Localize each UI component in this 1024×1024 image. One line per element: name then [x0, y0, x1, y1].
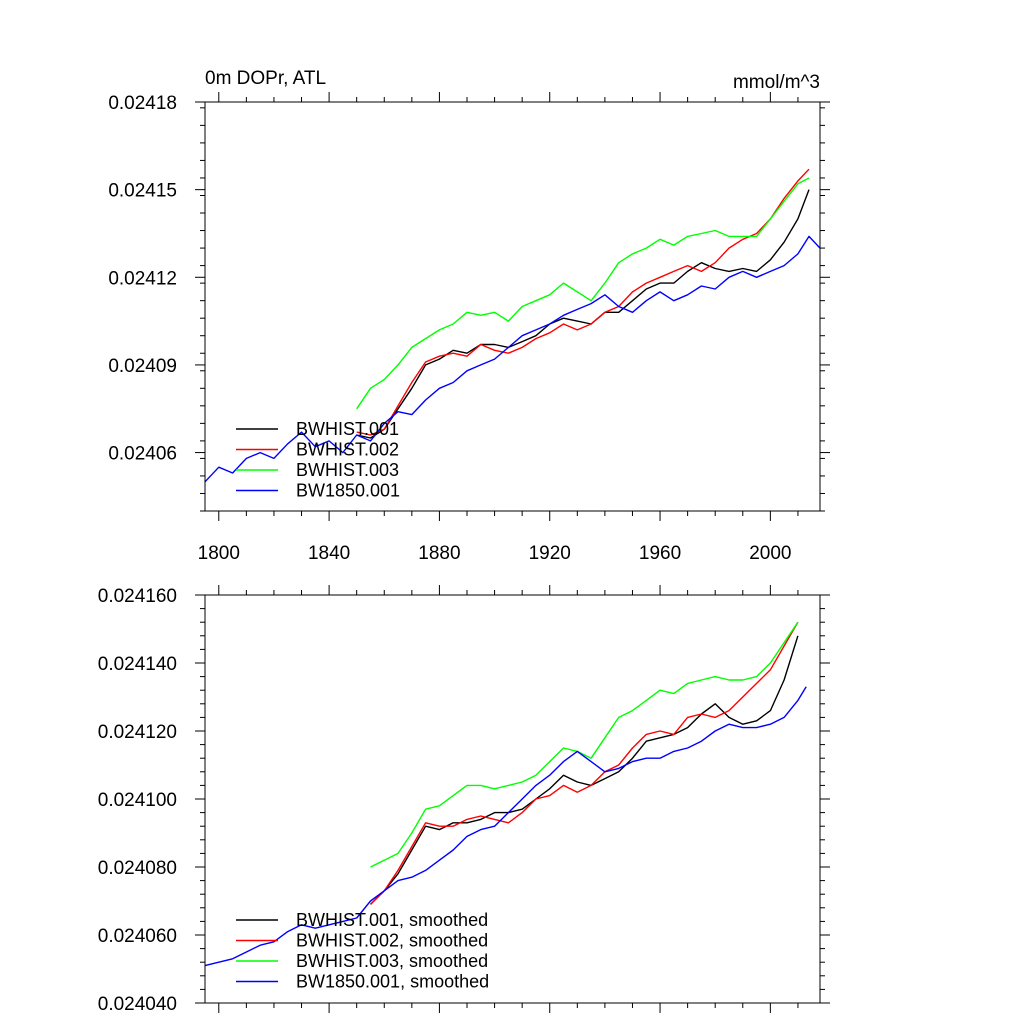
- top-y-tick-label: 0.02406: [108, 444, 177, 465]
- bottom-series-bwhist-001-smoothed: [370, 635, 799, 905]
- bottom-series-bw1850-001-smoothed: [204, 686, 807, 967]
- bottom-plot-frame: [204, 594, 821, 1004]
- bottom-legend-label-bwhist-003-smoothed: BWHIST.003, smoothed: [296, 951, 488, 971]
- bottom-legend-label-bwhist-002-smoothed: BWHIST.002, smoothed: [296, 931, 488, 951]
- top-series-bwhist-002: [356, 168, 810, 436]
- top-y-tick-label: 0.02418: [108, 93, 177, 114]
- top-y-tick-label: 0.02412: [108, 268, 177, 289]
- bottom-y-tick-label: 0.024120: [98, 722, 177, 743]
- bottom-y-tick-label: 0.024060: [98, 926, 177, 947]
- bottom-y-tick-label: 0.024160: [98, 586, 177, 607]
- top-x-tick-label: 1880: [418, 543, 460, 564]
- bottom-y-tick-label: 0.024100: [98, 790, 177, 811]
- top-x-tick-label: 2000: [749, 543, 791, 564]
- bottom-legend-label-bwhist-001-smoothed: BWHIST.001, smoothed: [296, 910, 488, 930]
- bottom-series-bwhist-002-smoothed: [370, 621, 799, 905]
- top-series-bw1850-001: [204, 235, 821, 483]
- top-legend-label-bwhist-001: BWHIST.001: [296, 419, 399, 439]
- top-title-left: 0m DOPr, ATL: [205, 68, 326, 89]
- top-x-tick-label: 1840: [308, 543, 350, 564]
- bottom-legend-label-bw1850-001-smoothed: BW1850.001, smoothed: [296, 972, 489, 992]
- bottom-y-tick-label: 0.024080: [98, 858, 177, 879]
- bottom-y-tick-label: 0.024040: [98, 994, 177, 1015]
- top-legend-label-bw1850-001: BW1850.001: [296, 481, 400, 501]
- top-x-tick-label: 1800: [198, 543, 240, 564]
- top-plot-frame: [204, 101, 821, 512]
- top-y-tick-label: 0.02409: [108, 356, 177, 377]
- top-panel: 0m DOPr, ATL mmol/m^3 1800 1840 1880 1920 19…: [108, 68, 830, 564]
- bottom-series-bwhist-003-smoothed: [370, 621, 799, 868]
- top-legend-label-bwhist-002: BWHIST.002: [296, 440, 399, 460]
- bottom-panel: 0.024040 0.024060 0.024080 0.024100 0.024120…: [98, 585, 830, 1015]
- top-series-bwhist-001: [356, 189, 810, 439]
- top-legend-label-bwhist-003: BWHIST.003: [296, 460, 399, 480]
- top-x-tick-label: 1920: [529, 543, 571, 564]
- top-series-bwhist-003: [356, 177, 810, 410]
- top-y-tick-label: 0.02415: [108, 181, 177, 202]
- top-title-right: mmol/m^3: [733, 72, 820, 93]
- bottom-y-tick-label: 0.024140: [98, 654, 177, 675]
- top-x-tick-label: 1960: [639, 543, 681, 564]
